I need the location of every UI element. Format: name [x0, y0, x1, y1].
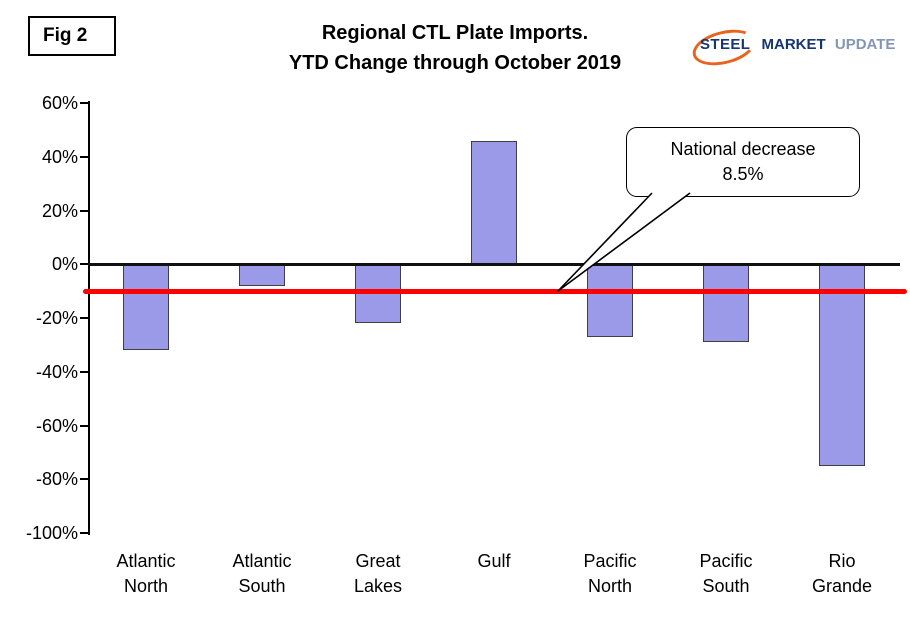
bar-atlantic-north: [123, 264, 169, 351]
chart-title-line1: Regional CTL Plate Imports.: [321, 22, 589, 44]
y-tick: [80, 155, 88, 158]
bar-great-lakes: [355, 264, 401, 324]
annotation-line2: 8.5%: [722, 164, 764, 184]
y-tick-label: -40%: [35, 361, 78, 382]
zero-axis-line: [88, 262, 900, 266]
y-tick-label: 20%: [41, 200, 78, 221]
y-tick: [80, 370, 88, 373]
y-tick-label: 0%: [51, 254, 78, 275]
y-tick-label: 40%: [41, 146, 78, 167]
y-tick-label: -20%: [35, 308, 78, 328]
y-tick: [80, 209, 88, 212]
y-tick: [80, 478, 88, 481]
y-tick-label: -100%: [25, 523, 78, 543]
x-category-label: Gulf: [477, 551, 511, 571]
steel-market-update-logo: STEEL MARKET UPDATE: [688, 23, 896, 72]
y-tick: [80, 424, 88, 427]
x-category-label: Pacific South: [699, 551, 753, 596]
x-category-label: Atlantic South: [232, 551, 292, 596]
y-axis-line: [88, 101, 90, 535]
logo-word-market: MARKET: [761, 36, 826, 53]
y-tick-label: 60%: [41, 93, 78, 113]
y-tick-label: -60%: [35, 415, 78, 436]
annotation-callout: National decrease 8.5%: [626, 127, 860, 197]
x-category-label: Pacific North: [583, 551, 637, 596]
logo-word-steel: STEEL: [700, 36, 751, 53]
logo-word-update: UPDATE: [834, 36, 896, 53]
bar-atlantic-south: [239, 264, 285, 286]
bar-pacific-south: [703, 264, 749, 343]
y-tick: [80, 263, 88, 266]
chart-title-line2: YTD Change through October 2019: [288, 52, 622, 74]
annotation-line1: National decrease: [670, 139, 816, 159]
national-average-line: [83, 288, 907, 294]
y-tick: [80, 317, 88, 319]
x-category-label: Great Lakes: [353, 551, 403, 596]
bar-rio-grande: [819, 264, 865, 466]
x-category-label: Rio Grande: [811, 551, 873, 596]
y-tick: [80, 532, 88, 534]
y-tick: [80, 102, 88, 104]
x-category-label: Atlantic North: [116, 551, 176, 596]
bar-pacific-north: [587, 264, 633, 337]
figure-label: Fig 2: [43, 25, 88, 46]
bar-gulf: [471, 140, 517, 265]
plot-area: [80, 101, 907, 535]
figure-label-box: Fig 2: [28, 16, 116, 56]
y-tick-label: -80%: [35, 469, 78, 490]
